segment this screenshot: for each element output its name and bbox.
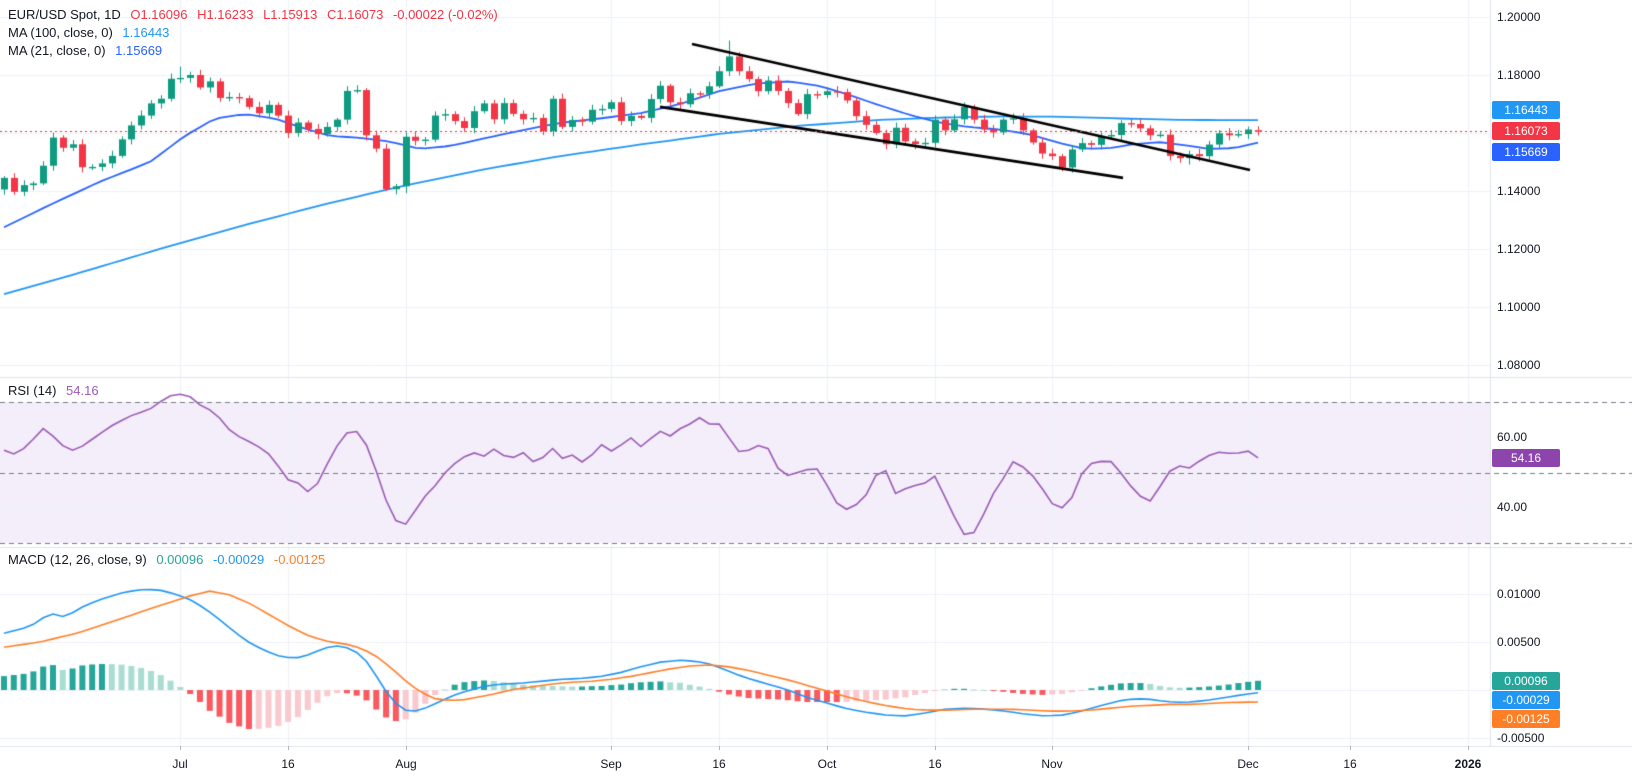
time-axis-label: Aug <box>395 757 417 771</box>
time-axis-tick <box>1468 746 1469 750</box>
rsi-axis-tick: 40.00 <box>1497 500 1528 514</box>
ma21-label: MA (21, close, 0) <box>8 43 106 58</box>
macd-axis-tick: -0.00500 <box>1497 731 1545 745</box>
rsi-label: RSI (14) <box>8 383 57 398</box>
time-axis-tick <box>935 746 936 750</box>
ohlc-close: C1.16073 <box>326 7 384 22</box>
price-axis-badge: 1.15669 <box>1492 143 1560 161</box>
macd-axis-tick: 0.01000 <box>1497 587 1541 601</box>
ohlc-open: O1.16096 <box>130 7 188 22</box>
time-axis-tick <box>1350 746 1351 750</box>
time-axis-tick <box>180 746 181 750</box>
price-axis-badge: 1.16073 <box>1492 122 1560 140</box>
time-axis-label: 16 <box>1343 757 1357 771</box>
price-axis-tick: 1.08000 <box>1497 358 1541 372</box>
time-axis-label: Dec <box>1237 757 1259 771</box>
time-axis-label: Nov <box>1041 757 1063 771</box>
time-axis-label: Oct <box>817 757 837 771</box>
price-axis-tick: 1.20000 <box>1497 10 1541 24</box>
time-axis-tick <box>288 746 289 750</box>
rsi-legend-row[interactable]: RSI (14) 54.16 <box>8 382 105 400</box>
price-axis-tick: 1.18000 <box>1497 68 1541 82</box>
time-axis-tick <box>611 746 612 750</box>
symbol-title: EUR/USD Spot, 1D <box>8 7 121 22</box>
ma100-legend-row[interactable]: MA (100, close, 0) 1.16443 <box>8 24 175 42</box>
ma100-value: 1.16443 <box>122 25 170 40</box>
ohlc-high: H1.16233 <box>197 7 254 22</box>
macd-axis-badge: -0.00125 <box>1492 710 1560 728</box>
macd-hist-value: 0.00096 <box>156 552 204 567</box>
price-axis-tick: 1.14000 <box>1497 184 1541 198</box>
time-axis-tick <box>827 746 828 750</box>
rsi-axis-tick: 60.00 <box>1497 430 1528 444</box>
ohlc-change: -0.00022 (-0.02%) <box>392 7 498 22</box>
ma21-legend-row[interactable]: MA (21, close, 0) 1.15669 <box>8 42 168 60</box>
price-axis-badge: 1.16443 <box>1492 101 1560 119</box>
ma21-value: 1.15669 <box>115 43 163 58</box>
rsi-axis-badge: 54.16 <box>1492 449 1560 467</box>
macd-axis-badge: 0.00096 <box>1492 672 1560 690</box>
rsi-value: 54.16 <box>66 383 99 398</box>
time-axis-label: 16 <box>281 757 295 771</box>
macd-signal-value: -0.00125 <box>273 552 326 567</box>
ohlc-low: L1.15913 <box>263 7 318 22</box>
time-axis-label: 2026 <box>1454 757 1482 771</box>
time-axis-label: 16 <box>928 757 942 771</box>
price-axis-tick: 1.12000 <box>1497 242 1541 256</box>
price-legend-row[interactable]: EUR/USD Spot, 1D O1.16096 H1.16233 L1.15… <box>8 6 504 24</box>
price-axis-tick: 1.10000 <box>1497 300 1541 314</box>
time-axis-label: Jul <box>172 757 188 771</box>
macd-legend-row[interactable]: MACD (12, 26, close, 9) 0.00096 -0.00029… <box>8 551 331 569</box>
time-axis-tick <box>719 746 720 750</box>
time-axis-label: 16 <box>712 757 726 771</box>
time-axis-tick <box>1248 746 1249 750</box>
time-axis-label: Sep <box>600 757 622 771</box>
macd-label: MACD (12, 26, close, 9) <box>8 552 147 567</box>
macd-axis-tick: 0.00500 <box>1497 635 1541 649</box>
ma100-label: MA (100, close, 0) <box>8 25 113 40</box>
time-axis-tick <box>1052 746 1053 750</box>
time-axis-tick <box>406 746 407 750</box>
macd-axis-badge: -0.00029 <box>1492 691 1560 709</box>
macd-line-value: -0.00029 <box>212 552 265 567</box>
